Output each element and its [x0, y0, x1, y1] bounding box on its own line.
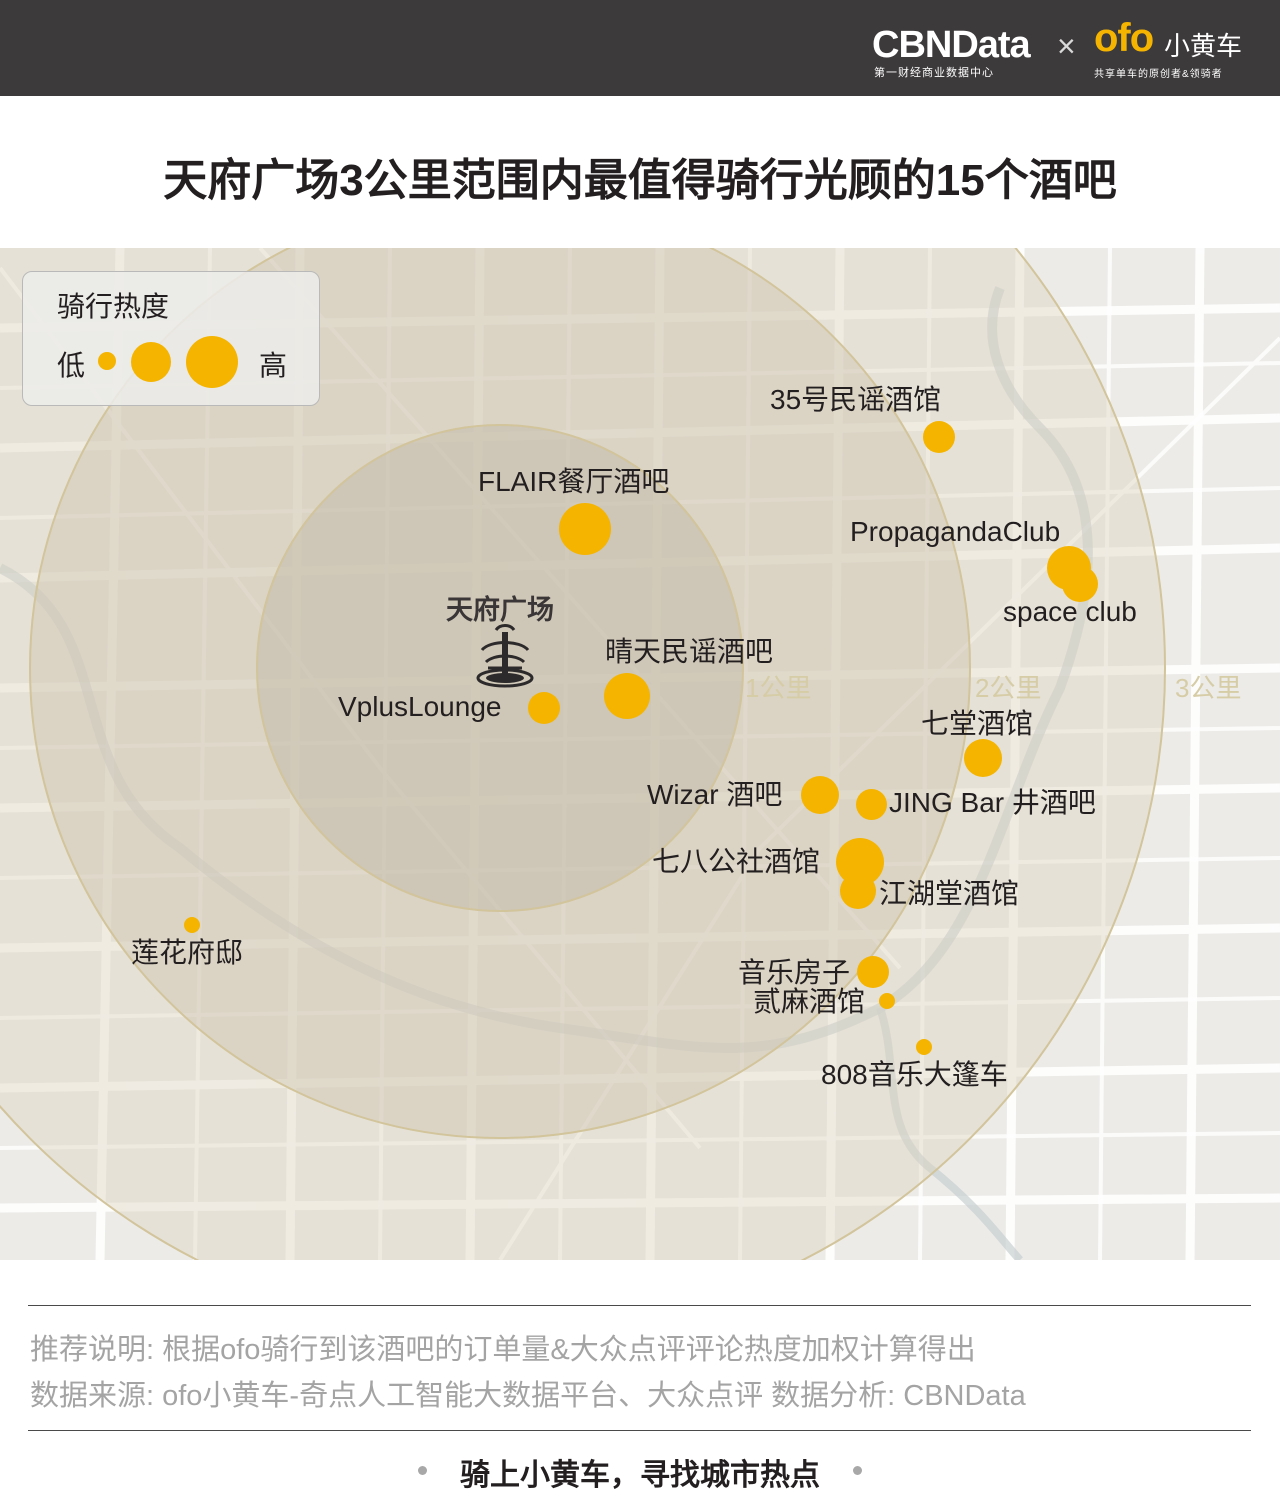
ofo-logo: ofo	[1094, 16, 1154, 60]
slogan: 骑上小黄车，寻找城市热点	[460, 1459, 820, 1492]
ring-label-1km: 1公里	[745, 673, 812, 703]
poi-dot	[964, 739, 1002, 777]
poi-label: 35号民谣酒馆	[770, 384, 942, 415]
cbndata-tagline: 第一财经商业数据中心	[874, 67, 994, 79]
center-label: 天府广场	[446, 595, 554, 625]
legend-dot-small	[98, 352, 116, 370]
poi-label: space club	[1003, 596, 1137, 627]
legend-low-label: 低	[57, 350, 86, 381]
map: 骑行热度 低 高 1公里 2公里 3公里 天府广场 35号民谣酒馆 FLAIR餐…	[0, 248, 1280, 1260]
heat-legend: 骑行热度 低 高	[22, 271, 320, 406]
ofo-name: 小黄车	[1164, 31, 1243, 61]
poi-label: 莲花府邸	[131, 937, 244, 968]
poi-dot	[559, 503, 611, 555]
recommendation-note: 推荐说明: 根据ofo骑行到该酒吧的订单量&大众点评评论热度加权计算得出	[30, 1334, 976, 1366]
poi-label: 七八公社酒馆	[652, 846, 821, 877]
legend-dot-medium	[131, 342, 171, 382]
poi-dot	[856, 789, 887, 820]
poi-dot	[1062, 566, 1098, 602]
poi-dot	[840, 873, 876, 909]
poi-label: Wizar 酒吧	[647, 779, 783, 810]
footer-rule-bottom	[28, 1430, 1251, 1431]
poi-label: 808音乐大篷车	[821, 1059, 1008, 1090]
poi-dot	[879, 993, 895, 1009]
poi-label: 七堂酒馆	[921, 708, 1034, 739]
legend-high-label: 高	[259, 350, 288, 381]
header-bar: CBNData 第一财经商业数据中心 × ofo 小黄车 共享单车的原创者&领骑…	[0, 0, 1280, 96]
ring-label-3km: 3公里	[1175, 673, 1242, 703]
poi-label: 贰麻酒馆	[753, 986, 866, 1017]
poi-dot	[528, 692, 560, 724]
slogan-bullet-right	[853, 1466, 862, 1475]
poi-dot	[916, 1039, 932, 1055]
ofo-tagline: 共享单车的原创者&领骑者	[1094, 69, 1223, 80]
poi-label: JING Bar 井酒吧	[889, 787, 1096, 818]
slogan-bullet-left	[418, 1466, 427, 1475]
poi-dot	[801, 776, 839, 814]
poi-label: 音乐房子	[738, 957, 851, 988]
fountain-icon	[476, 624, 534, 688]
cbndata-logo: CBNData	[872, 24, 1031, 66]
poi-label: 江湖堂酒馆	[879, 878, 1020, 909]
poi-label: 晴天民谣酒吧	[605, 636, 774, 667]
page-title: 天府广场3公里范围内最值得骑行光顾的15个酒吧	[163, 156, 1117, 205]
legend-dot-large	[186, 336, 238, 388]
poi-dot	[857, 956, 889, 988]
footer-rule-top	[28, 1305, 1251, 1306]
ring-label-2km: 2公里	[975, 673, 1042, 703]
street-map	[0, 248, 1280, 1260]
poi-label: VplusLounge	[338, 691, 502, 722]
distance-rings	[0, 248, 1166, 1260]
poi-label: FLAIR餐厅酒吧	[478, 466, 670, 497]
poi-label: PropagandaClub	[850, 516, 1061, 547]
poi-dot	[604, 673, 650, 719]
data-source-note: 数据来源: ofo小黄车-奇点人工智能大数据平台、大众点评 数据分析: CBND…	[30, 1380, 1026, 1412]
poi-dot	[923, 421, 955, 453]
poi-dot	[184, 917, 200, 933]
logo-separator: ×	[1057, 28, 1076, 64]
legend-title: 骑行热度	[57, 291, 170, 322]
